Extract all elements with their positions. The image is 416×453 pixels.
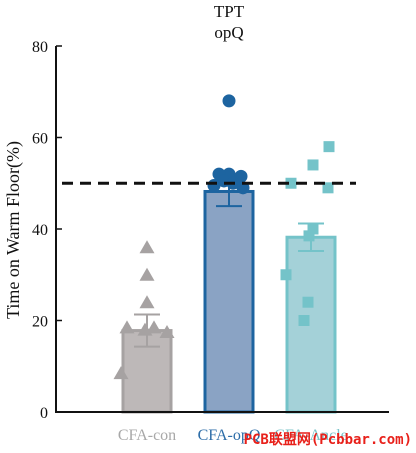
bar — [203, 189, 255, 414]
data-point-triangle — [137, 322, 153, 336]
y-tick-label: 20 — [32, 314, 48, 331]
x-category-label: CFA-Ancle — [274, 427, 347, 444]
data-point-square — [322, 182, 334, 194]
data-point-triangle — [146, 320, 162, 334]
data-point-triangle — [159, 324, 175, 338]
y-tick-label: 80 — [32, 39, 48, 56]
data-point-square — [307, 159, 319, 171]
data-point-circle — [207, 179, 221, 193]
data-point-square — [323, 141, 335, 153]
x-category-label: CFA-con — [118, 427, 176, 444]
data-point-triangle — [139, 267, 155, 281]
y-axis-label: Time on Warm Floor(%) — [3, 141, 24, 319]
y-tick-label: 40 — [32, 222, 48, 239]
data-point-square — [280, 269, 292, 281]
chart-title: TPT — [214, 2, 245, 21]
data-point-square — [303, 230, 315, 242]
data-point-square — [285, 177, 297, 189]
data-point-triangle — [113, 366, 129, 380]
data-point-square — [298, 315, 310, 326]
x-category-label: CFA-opQ — [198, 427, 261, 444]
data-point-circle — [222, 94, 236, 108]
y-tick-label: 60 — [32, 131, 48, 148]
watermark-text: PCB联盟网(Pcbbar.com) — [244, 432, 412, 448]
category-labels: CFA-con CFA-opQ CFA-Ancle — [118, 427, 348, 444]
data-point-square — [302, 296, 314, 308]
chart-subtitle: opQ — [214, 23, 243, 42]
data-point-square — [307, 223, 319, 235]
data-point-triangle — [139, 295, 155, 309]
y-tick-label: 0 — [40, 405, 48, 422]
data-point-triangle — [139, 240, 155, 254]
y-axis-ticks: 0 20 40 60 80 — [32, 39, 62, 422]
data-point-triangle — [119, 320, 135, 334]
data-points — [113, 94, 335, 380]
bar — [285, 235, 337, 414]
